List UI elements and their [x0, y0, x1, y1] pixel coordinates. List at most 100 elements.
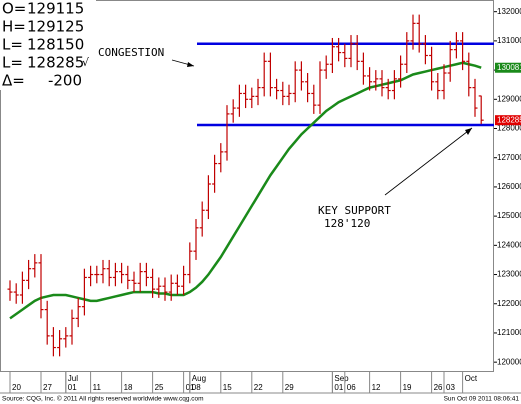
ohlc-bar [478, 95, 484, 125]
x-tick-label: 06 [347, 383, 356, 392]
ohlc-bar [416, 14, 422, 53]
ohlc-bar [7, 280, 13, 301]
ohlc-bar [131, 271, 137, 293]
ohlc-bar [94, 265, 100, 284]
ohlc-bar [466, 52, 472, 97]
month-label: Sep [334, 374, 349, 383]
panel-bg [0, 0, 96, 90]
ohlc-bar [224, 105, 230, 161]
ohlc-bar [429, 46, 435, 91]
ohlc-bar [360, 52, 366, 85]
ohlc-bar [404, 32, 410, 74]
arrow-head [187, 62, 194, 67]
ohlc-bar [168, 274, 174, 301]
ohlc-bar [50, 327, 56, 357]
x-tick-label: 22 [254, 383, 263, 392]
panel-value: 129115 [27, 0, 84, 18]
month-label: Aug [192, 374, 206, 383]
ohlc-bar [292, 61, 298, 103]
panel-value: -200 [48, 72, 82, 90]
ohlc-bar [100, 259, 106, 284]
ohlc-bar [267, 52, 273, 97]
ohlc-bar [38, 254, 44, 319]
last-tag-box [495, 115, 521, 126]
x-tick-label: 20 [12, 383, 21, 392]
ohlc-bar [199, 201, 205, 237]
ohlc-bar [81, 268, 87, 316]
y-tick-label: 126000 [497, 182, 521, 191]
x-tick-label: 11 [93, 383, 102, 392]
congestion-note: CONGESTION [98, 46, 164, 59]
y-tick-label: 132000 [497, 7, 521, 16]
ohlc-bar [447, 40, 453, 82]
ohlc-bar [243, 84, 249, 109]
ohlc-bar [26, 259, 32, 290]
panel-value: 128150 [27, 36, 84, 54]
ohlc-bar [305, 73, 311, 103]
y-tick-label: 127000 [497, 153, 521, 162]
month-label: Oct [465, 374, 478, 383]
x-tick-label: 15 [223, 383, 232, 392]
ohlc-bar [112, 262, 118, 287]
ohlc-bar [187, 242, 193, 284]
month-label: Jul [68, 374, 78, 383]
ohlc-bar [249, 87, 255, 109]
ohlc-bar [193, 219, 199, 260]
support-level-note: 128'120 [324, 217, 370, 230]
ohlc-bar [410, 14, 416, 50]
panel-label: L= [2, 54, 23, 72]
ohlc-bar [391, 70, 397, 100]
ohlc-bar [230, 99, 236, 123]
y-tick-label: 125000 [497, 211, 521, 220]
ohlc-bar [69, 309, 75, 345]
panel-label: H= [2, 18, 26, 36]
moving-average [9, 61, 482, 320]
ohlc-bar [367, 67, 373, 91]
ohlc-bar [453, 32, 459, 59]
ohlc-bar [441, 64, 447, 100]
ohlc-bar [385, 78, 391, 100]
ohlc-bar [119, 262, 125, 284]
ohlc-bar [460, 32, 466, 71]
ohlc-bar [323, 55, 329, 79]
ohlc-bar [261, 52, 267, 97]
support-note: KEY SUPPORT [318, 204, 391, 217]
ohlc-bar [286, 84, 292, 106]
y-tick-label: 129000 [497, 94, 521, 103]
ohlc-bar [125, 265, 131, 290]
ohlc-bar [137, 262, 143, 293]
x-tick-label: 27 [43, 383, 52, 392]
x-tick-label: 08 [192, 383, 201, 392]
y-tick-label: 120000 [497, 357, 521, 366]
ohlc-bar [205, 175, 211, 220]
y-tick-label: 131000 [497, 36, 521, 45]
last-tag: 128285 [497, 115, 521, 124]
ohlc-bar [88, 265, 94, 287]
ohlc-bar [19, 271, 25, 304]
x-tick-label: 19 [403, 383, 412, 392]
ohlc-bar [379, 70, 385, 97]
panel-label: O= [2, 0, 26, 18]
y-tick-label: 121000 [497, 328, 521, 337]
ohlc-bar [63, 327, 69, 348]
ohlc-bar [174, 274, 180, 295]
ohlc-bar [255, 78, 261, 106]
ohlc-bar [44, 300, 50, 345]
ohlc-bar [311, 84, 317, 114]
x-tick-label: 12 [372, 383, 381, 392]
panel-label: Δ= [2, 72, 25, 90]
support-arrow [384, 127, 473, 196]
ohlc-bar [317, 61, 323, 114]
x-tick-label: 01 [186, 383, 195, 392]
footer-date: Sun Oct 09 2011 08:06:41 [444, 396, 520, 403]
ohlc-bar [156, 277, 162, 298]
ohlc-bar [336, 37, 342, 62]
arrow-head [465, 128, 472, 135]
x-tick-label: 03 [446, 383, 455, 392]
ohlc-bar [143, 262, 149, 287]
ohlc-bar [57, 330, 63, 357]
x-tick-label: 01 [334, 383, 343, 392]
y-tick-label: 124000 [497, 240, 521, 249]
